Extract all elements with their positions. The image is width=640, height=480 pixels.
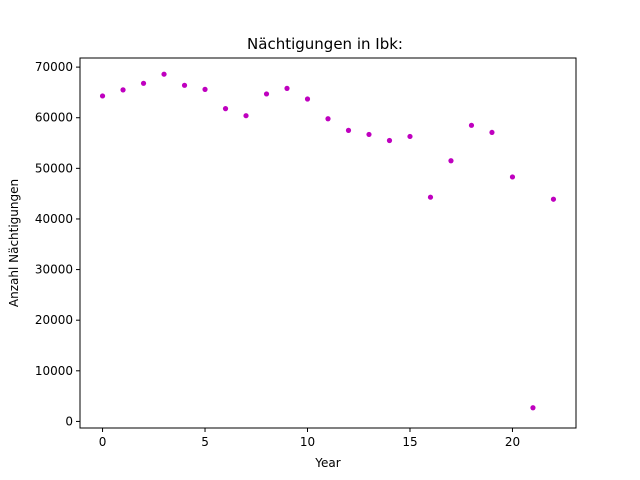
y-tick-label: 20000 <box>35 313 73 327</box>
y-tick-label: 40000 <box>35 212 73 226</box>
y-axis: 0 10000 20000 30000 40000 50000 60000 70000 <box>35 60 80 428</box>
data-point <box>161 71 167 77</box>
data-point <box>243 113 249 119</box>
y-tick-label: 10000 <box>35 364 73 378</box>
y-axis-label: Anzahl Nächtigungen <box>7 179 21 307</box>
data-point <box>468 122 475 128</box>
x-tick-label: 20 <box>505 435 520 449</box>
x-axis-label: Year <box>314 456 340 470</box>
data-point <box>284 85 290 91</box>
data-point <box>325 116 331 122</box>
data-point <box>489 129 495 136</box>
data-point <box>345 127 352 133</box>
x-tick-label: 10 <box>300 435 315 449</box>
y-tick-label: 60000 <box>35 111 73 125</box>
data-points <box>99 71 557 411</box>
y-tick-label: 0 <box>65 414 73 428</box>
data-point <box>202 86 208 92</box>
data-point <box>140 80 147 86</box>
data-point <box>530 405 536 411</box>
y-tick-label: 30000 <box>35 263 73 277</box>
data-point <box>550 196 557 202</box>
data-point <box>263 91 270 97</box>
data-point <box>407 133 413 140</box>
data-point <box>181 82 188 88</box>
data-point <box>427 194 434 200</box>
x-tick-label: 0 <box>99 435 107 449</box>
data-point <box>99 93 106 99</box>
chart-title: Nächtigungen in Ibk: <box>247 35 403 53</box>
data-point <box>304 96 311 102</box>
data-point <box>386 137 393 144</box>
plot-area <box>79 57 577 429</box>
data-point <box>222 106 229 112</box>
x-tick-label: 5 <box>201 435 209 449</box>
y-tick-label: 50000 <box>35 161 73 175</box>
data-point <box>448 158 454 164</box>
x-axis: 0 5 10 15 20 <box>99 428 520 449</box>
data-point <box>509 174 516 180</box>
data-point <box>120 87 126 93</box>
y-tick-label: 70000 <box>35 60 73 74</box>
data-point <box>366 131 372 138</box>
x-tick-label: 15 <box>402 435 417 449</box>
